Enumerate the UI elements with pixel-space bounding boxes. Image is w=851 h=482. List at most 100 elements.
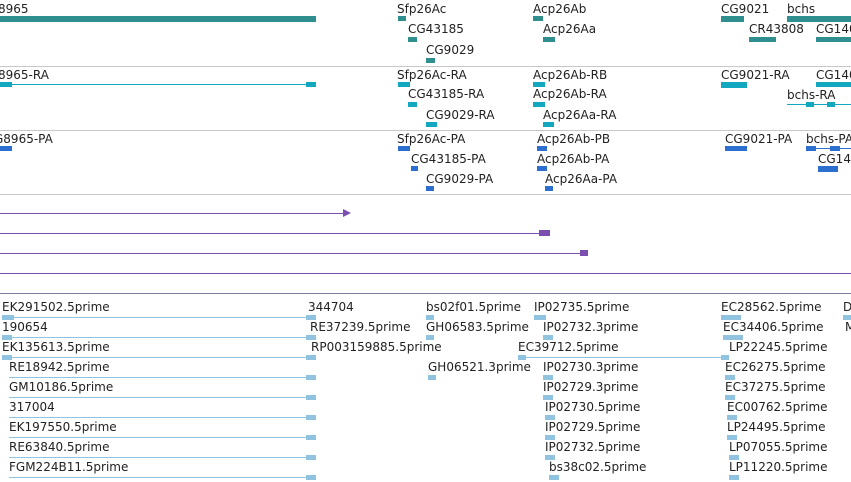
est-exon[interactable]: [306, 475, 316, 480]
est-label[interactable]: EC28562.5prime: [721, 300, 822, 314]
protein-line[interactable]: [806, 148, 851, 149]
est-label[interactable]: M: [845, 320, 851, 334]
est-label[interactable]: D: [843, 300, 851, 314]
protein-label[interactable]: Sfp26Ac-PA: [397, 132, 466, 146]
feature-line[interactable]: [0, 273, 851, 274]
feature-bar[interactable]: [580, 250, 588, 256]
gene-bar[interactable]: [721, 16, 744, 22]
gene-bar[interactable]: [543, 37, 555, 42]
est-label[interactable]: EC26275.5prime: [725, 360, 826, 374]
est-label[interactable]: GM10186.5prime: [9, 380, 114, 394]
est-exon[interactable]: [426, 315, 434, 320]
protein-label[interactable]: Acp26Ab-PA: [537, 152, 610, 166]
est-label[interactable]: IP02729.3prime: [543, 380, 639, 394]
feature-line[interactable]: [0, 213, 346, 214]
protein-bar[interactable]: [537, 166, 547, 171]
gene-bar[interactable]: [749, 37, 776, 42]
protein-label[interactable]: Acp26Ab-PB: [537, 132, 611, 146]
mrna-exon[interactable]: [398, 82, 410, 87]
protein-bar[interactable]: [725, 146, 747, 151]
est-exon[interactable]: [721, 355, 729, 360]
mrna-label[interactable]: Acp26Aa-RA: [543, 108, 617, 122]
est-label[interactable]: RE18942.5prime: [9, 360, 110, 374]
protein-label[interactable]: Acp26Aa-PA: [545, 172, 618, 186]
est-exon[interactable]: [723, 335, 743, 340]
gene-label[interactable]: CR43808: [749, 22, 804, 36]
gene-bar[interactable]: [408, 37, 417, 42]
est-label[interactable]: EC00762.5prime: [727, 400, 828, 414]
mrna-label[interactable]: 8965-RA: [0, 68, 49, 82]
est-label[interactable]: 190654: [2, 320, 48, 334]
est-exon[interactable]: [843, 315, 851, 320]
mrna-exon[interactable]: [426, 122, 437, 127]
est-label[interactable]: IP02732.3prime: [543, 320, 639, 334]
mrna-label[interactable]: Sfp26Ac-RA: [397, 68, 467, 82]
est-exon[interactable]: [306, 395, 316, 400]
est-label[interactable]: 317004: [9, 400, 55, 414]
protein-bar[interactable]: [545, 186, 553, 191]
est-label[interactable]: GH06521.3prime: [428, 360, 531, 374]
est-line[interactable]: [9, 477, 314, 478]
est-label[interactable]: EK291502.5prime: [2, 300, 110, 314]
protein-label[interactable]: CG43185-PA: [411, 152, 486, 166]
est-exon[interactable]: [721, 315, 741, 320]
gene-label[interactable]: CG9021: [721, 2, 770, 16]
est-line[interactable]: [9, 377, 314, 378]
est-exon[interactable]: [545, 435, 555, 440]
mrna-label[interactable]: CG43185-RA: [408, 87, 485, 101]
est-exon[interactable]: [306, 375, 316, 380]
mrna-label[interactable]: CG9029-RA: [426, 108, 495, 122]
mrna-exon[interactable]: [806, 102, 814, 107]
est-exon[interactable]: [306, 355, 316, 360]
protein-label[interactable]: CG9021-PA: [725, 132, 793, 146]
est-exon[interactable]: [543, 395, 553, 400]
est-exon[interactable]: [729, 475, 739, 480]
gene-bar[interactable]: [0, 16, 316, 22]
mrna-exon[interactable]: [533, 102, 545, 107]
est-exon[interactable]: [306, 415, 316, 420]
est-label[interactable]: RE63840.5prime: [9, 440, 110, 454]
protein-bar[interactable]: [830, 146, 840, 151]
gene-bar[interactable]: [398, 16, 406, 21]
est-exon[interactable]: [306, 455, 316, 460]
est-exon[interactable]: [426, 335, 434, 340]
feature-line[interactable]: [0, 233, 545, 234]
est-line[interactable]: [2, 317, 314, 318]
mrna-exon[interactable]: [816, 82, 851, 87]
protein-label[interactable]: bchs-PA: [806, 132, 851, 146]
est-label[interactable]: LP07055.5prime: [729, 440, 828, 454]
mrna-label[interactable]: CG9021-RA: [721, 68, 790, 82]
est-label[interactable]: EK135613.5prime: [2, 340, 110, 354]
gene-label[interactable]: bchs: [787, 2, 816, 16]
est-exon[interactable]: [727, 435, 737, 440]
est-exon[interactable]: [428, 375, 436, 380]
protein-bar[interactable]: [537, 146, 547, 151]
est-label[interactable]: FGM224B11.5prime: [9, 460, 129, 474]
est-line[interactable]: [9, 417, 314, 418]
mrna-exon[interactable]: [306, 82, 316, 87]
mrna-label[interactable]: Acp26Ab-RA: [533, 87, 607, 101]
est-exon[interactable]: [545, 455, 555, 460]
gene-bar[interactable]: [533, 16, 543, 21]
est-label[interactable]: 344704: [308, 300, 354, 314]
est-label[interactable]: bs02f01.5prime: [426, 300, 522, 314]
est-line[interactable]: [9, 397, 314, 398]
est-label[interactable]: IP02729.5prime: [545, 420, 641, 434]
est-label[interactable]: EC39712.5prime: [518, 340, 619, 354]
protein-bar[interactable]: [426, 186, 434, 191]
est-exon[interactable]: [543, 335, 553, 340]
gene-label[interactable]: Acp26Aa: [543, 22, 597, 36]
est-label[interactable]: IP02730.3prime: [543, 360, 639, 374]
protein-label[interactable]: CG14: [818, 152, 851, 166]
mrna-exon[interactable]: [408, 102, 417, 107]
est-exon[interactable]: [729, 455, 739, 460]
est-line[interactable]: [2, 337, 314, 338]
est-exon[interactable]: [2, 335, 12, 340]
protein-label[interactable]: G8965-PA: [0, 132, 53, 146]
est-label[interactable]: IP02732.5prime: [545, 440, 641, 454]
est-line[interactable]: [9, 457, 314, 458]
est-exon[interactable]: [543, 375, 553, 380]
est-exon[interactable]: [518, 355, 526, 360]
est-label[interactable]: EK197550.5prime: [9, 420, 117, 434]
est-exon[interactable]: [306, 315, 316, 320]
